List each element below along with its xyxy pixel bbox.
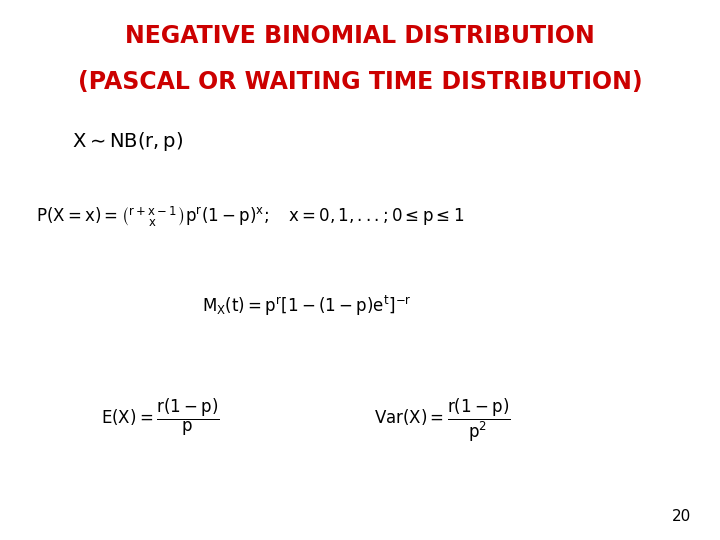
- Text: $\mathsf{X{\sim}NB(r,p)}$: $\mathsf{X{\sim}NB(r,p)}$: [72, 130, 183, 153]
- Text: (PASCAL OR WAITING TIME DISTRIBUTION): (PASCAL OR WAITING TIME DISTRIBUTION): [78, 70, 642, 94]
- Text: NEGATIVE BINOMIAL DISTRIBUTION: NEGATIVE BINOMIAL DISTRIBUTION: [125, 24, 595, 48]
- Text: $\mathsf{E(X)=\dfrac{r(1-p)}{p}}$: $\mathsf{E(X)=\dfrac{r(1-p)}{p}}$: [101, 397, 220, 438]
- Text: $\mathsf{Var(X)=\dfrac{r(1-p)}{p^2}}$: $\mathsf{Var(X)=\dfrac{r(1-p)}{p^2}}$: [374, 397, 511, 444]
- Text: 20: 20: [672, 509, 691, 524]
- Text: $\mathsf{M_X(t)=p^r[1-(1-p)e^t]^{-r}}$: $\mathsf{M_X(t)=p^r[1-(1-p)e^t]^{-r}}$: [202, 294, 411, 319]
- Text: $\mathsf{P(X=x)=\binom{r+x-1}{x}p^r(1-p)^x;\quad x=0,1,...;0\leq p\leq 1}$: $\mathsf{P(X=x)=\binom{r+x-1}{x}p^r(1-p)…: [36, 205, 464, 229]
